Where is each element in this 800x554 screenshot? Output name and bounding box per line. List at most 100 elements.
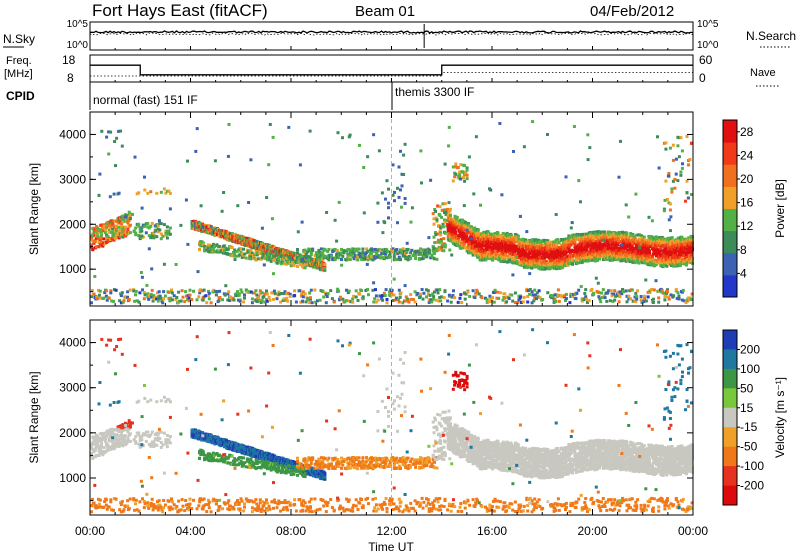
power-cell [476, 228, 480, 232]
power-cell [323, 268, 327, 272]
power-cell [442, 249, 446, 253]
power-cell [624, 246, 628, 250]
power-cell [496, 235, 500, 238]
power-cell [401, 247, 405, 251]
power-cell [670, 236, 674, 240]
power-cell [504, 249, 508, 253]
power-cell [252, 239, 256, 243]
power-cell [356, 258, 360, 262]
power-cell [514, 240, 518, 244]
power-cell [400, 172, 404, 176]
power-cell [288, 261, 292, 265]
power-cell [433, 208, 437, 211]
power-cell [292, 264, 296, 267]
power-cell [641, 248, 645, 252]
power-cell [433, 257, 436, 261]
frequency-frame [89, 54, 694, 83]
power-cell [333, 258, 337, 262]
power-cell [105, 135, 109, 139]
power-cell [216, 250, 220, 254]
power-cell [660, 235, 664, 239]
power-cell [495, 253, 498, 257]
power-cell [569, 243, 573, 247]
power-cell [385, 179, 389, 183]
power-cell [461, 246, 465, 250]
power-cell [251, 246, 255, 250]
power-cell [559, 260, 563, 264]
power-cell [119, 129, 123, 133]
power-cell [547, 264, 550, 268]
power-cell [149, 224, 153, 228]
power-cell [592, 239, 596, 243]
power-cell [90, 237, 93, 241]
power-cell [378, 249, 382, 253]
power-cell [140, 229, 144, 233]
power-cell [617, 249, 621, 253]
power-cell [319, 247, 323, 251]
power-cell [535, 245, 539, 248]
power-cell [473, 246, 477, 250]
power-cell [617, 236, 621, 240]
power-cell [454, 162, 458, 166]
power-cell [134, 226, 138, 230]
power-cell [250, 251, 254, 255]
power-cell [382, 250, 386, 254]
power-cell [279, 262, 283, 266]
power-cell [439, 225, 443, 229]
power-cell [486, 230, 490, 234]
power-cell [572, 252, 576, 256]
power-cell [291, 253, 295, 257]
power-cell [249, 248, 253, 252]
power-cell [567, 246, 571, 250]
power-cell [267, 248, 270, 252]
power-cell [470, 248, 474, 252]
power-cell [311, 248, 315, 252]
power-cell [224, 230, 228, 234]
power-cell [323, 263, 327, 266]
power-cell [159, 190, 163, 194]
power-cell [584, 250, 588, 254]
power-cell [303, 263, 307, 267]
power-cell [578, 247, 582, 251]
power-cell [621, 258, 625, 262]
power-cell [384, 252, 387, 256]
power-cell [472, 240, 476, 244]
nave-tick-top: 60 [699, 53, 713, 67]
power-cell [491, 250, 495, 254]
power-cell [571, 262, 575, 266]
power-cell [446, 207, 449, 211]
power-cell [306, 250, 310, 254]
power-cell [631, 233, 635, 237]
power-cell [680, 149, 684, 153]
power-cell [242, 247, 245, 251]
power-cell [603, 244, 607, 248]
power-cell [206, 246, 210, 250]
power-cell [634, 247, 638, 251]
power-cell [473, 226, 477, 230]
power-cell [342, 251, 346, 255]
power-cell [596, 232, 600, 236]
power-cell [458, 170, 462, 174]
power-cell [376, 201, 380, 205]
power-cell [571, 240, 575, 244]
power-cell [519, 251, 523, 255]
power-cell [468, 228, 472, 232]
power-cell [198, 248, 201, 252]
power-cell [436, 232, 440, 236]
power-cell [115, 235, 119, 239]
power-cell [627, 244, 631, 248]
power-cell [289, 264, 293, 268]
power-cell [596, 258, 599, 262]
power-cell [392, 255, 396, 259]
power-cell [532, 263, 536, 267]
power-cell [645, 259, 649, 263]
power-cell [127, 210, 131, 214]
power-cell [465, 232, 469, 236]
power-cell [219, 248, 223, 252]
power-cell [471, 253, 475, 257]
power-cell [399, 248, 402, 252]
power-cell [221, 251, 225, 255]
power-cell [137, 224, 141, 228]
power-cell [435, 257, 439, 261]
power-cell [596, 256, 599, 260]
